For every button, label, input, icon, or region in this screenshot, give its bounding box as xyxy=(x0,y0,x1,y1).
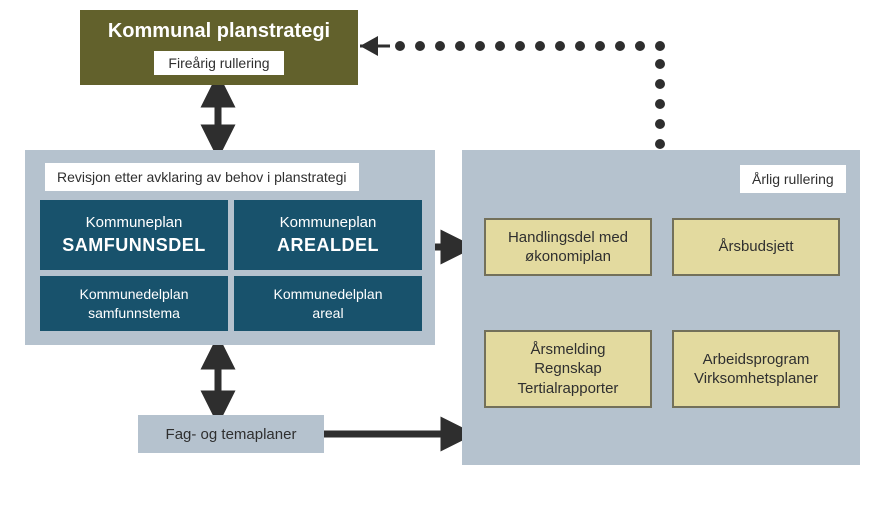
box-arbeidsprogram: Arbeidsprogram Virksomhetsplaner xyxy=(672,330,840,408)
box-arbeidsprogram-l0: Arbeidsprogram xyxy=(703,350,810,370)
box-kom-areal-l1: Kommunedelplan xyxy=(274,285,383,304)
box-arealdel: Kommuneplan AREALDEL xyxy=(234,200,422,270)
box-arealdel-l1: Kommuneplan xyxy=(280,213,377,233)
box-handlingsdel-l0: Handlingsdel med xyxy=(508,228,628,248)
box-samfunnsdel-l1: Kommuneplan xyxy=(86,213,183,233)
planstrategi-title: Kommunal planstrategi xyxy=(94,20,344,43)
right-panel xyxy=(462,150,860,465)
left-panel-label: Revisjon etter avklaring av behov i plan… xyxy=(45,163,359,191)
box-samfunnsdel: Kommuneplan SAMFUNNSDEL xyxy=(40,200,228,270)
planstrategi-pill: Fireårig rullering xyxy=(154,51,283,75)
right-panel-label: Årlig rullering xyxy=(740,165,846,193)
box-kom-areal: Kommunedelplan areal xyxy=(234,276,422,331)
box-arsmelding: Årsmelding Regnskap Tertialrapporter xyxy=(484,330,652,408)
planstrategi-box: Kommunal planstrategi Fireårig rullering xyxy=(80,10,358,85)
fag-temaplaner-bar: Fag- og temaplaner xyxy=(138,415,324,453)
box-arsbudsjett: Årsbudsjett xyxy=(672,218,840,276)
box-handlingsdel-l1: økonomiplan xyxy=(525,247,611,267)
box-arsmelding-l0: Årsmelding xyxy=(530,340,605,360)
box-kom-samfunn-l1b: samfunnstema xyxy=(88,304,180,323)
box-kom-samfunn: Kommunedelplan samfunnstema xyxy=(40,276,228,331)
box-arealdel-l2: AREALDEL xyxy=(277,233,379,257)
box-arsmelding-l1: Regnskap xyxy=(534,359,602,379)
fag-temaplaner-label: Fag- og temaplaner xyxy=(166,426,297,443)
box-arsbudsjett-l0: Årsbudsjett xyxy=(718,237,793,257)
box-kom-areal-l1b: areal xyxy=(312,304,343,323)
box-arsmelding-l2: Tertialrapporter xyxy=(518,379,619,399)
box-arbeidsprogram-l1: Virksomhetsplaner xyxy=(694,369,818,389)
box-samfunnsdel-l2: SAMFUNNSDEL xyxy=(62,233,206,257)
box-handlingsdel: Handlingsdel med økonomiplan xyxy=(484,218,652,276)
arrow-feedback-dotted xyxy=(360,36,665,149)
box-kom-samfunn-l1: Kommunedelplan xyxy=(80,285,189,304)
